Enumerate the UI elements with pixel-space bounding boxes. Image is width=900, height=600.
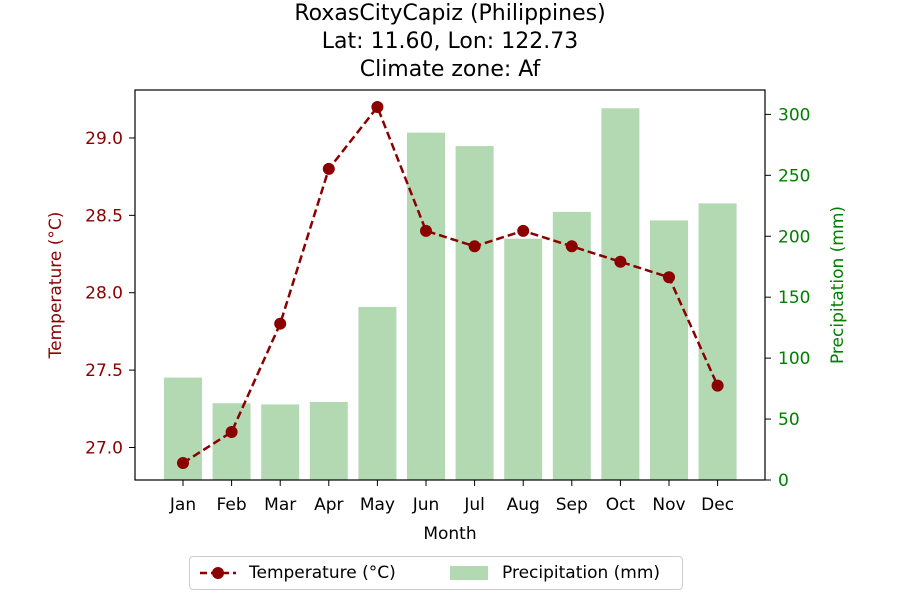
precipitation-bar-nov — [650, 220, 688, 480]
x-tick-label-oct: Oct — [606, 495, 636, 515]
y-right-tick-label-5: 250 — [778, 166, 810, 186]
precipitation-bar-sep — [552, 211, 591, 480]
y-axis-label-temperature: Temperature (°C) — [46, 212, 66, 360]
x-tick-label-may: May — [360, 495, 395, 515]
x-tick-label-jan: Jan — [169, 495, 196, 515]
temperature-point-oct — [614, 255, 627, 268]
legend-temperature-label: Temperature (°C) — [249, 563, 396, 583]
y-left-tick-label-4: 29.0 — [85, 129, 123, 149]
chart-title-line-1: RoxasCityCapiz (Philippines) — [294, 1, 606, 26]
precipitation-bar-may — [358, 306, 397, 480]
x-tick-label-feb: Feb — [217, 495, 247, 515]
legend-precipitation-label: Precipitation (mm) — [502, 563, 661, 583]
precipitation-bar-jun — [407, 132, 445, 480]
temperature-point-dec — [711, 379, 724, 392]
x-axis-label: Month — [423, 524, 476, 544]
x-tick-label-nov: Nov — [652, 495, 685, 515]
temperature-point-aug — [517, 224, 530, 237]
x-tick-label-sep: Sep — [556, 495, 588, 515]
x-tick-label-aug: Aug — [507, 495, 540, 515]
precipitation-bar-feb — [212, 403, 251, 480]
temperature-point-jun — [420, 224, 432, 237]
temperature-line — [182, 104, 719, 465]
y-left-tick-label-0: 27.0 — [85, 439, 123, 459]
temperature-point-jul — [468, 240, 481, 253]
x-tick-label-jul: Jul — [463, 495, 485, 515]
precipitation-bars — [164, 108, 737, 480]
y-left-tick-label-2: 28.0 — [85, 284, 123, 304]
temperature-point-feb — [225, 426, 238, 439]
temperature-point-apr — [322, 162, 335, 175]
y-left-tick-label-1: 27.5 — [85, 361, 123, 381]
y-right-tick-label-3: 150 — [778, 288, 810, 308]
legend-precipitation-swatch — [450, 566, 488, 580]
chart-title-line-3: Climate zone: Af — [359, 57, 541, 82]
precipitation-bar-mar — [261, 404, 300, 480]
temperature-point-jan — [177, 456, 189, 469]
y-left-tick-label-3: 28.5 — [85, 206, 123, 226]
y-right-tick-label-6: 300 — [778, 105, 810, 125]
x-tick-label-mar: Mar — [264, 495, 296, 515]
y-right-tick-label-0: 0 — [778, 471, 789, 491]
x-tick-label-apr: Apr — [314, 495, 343, 515]
temperature-point-nov — [663, 271, 675, 284]
plot-frame — [134, 89, 766, 481]
precipitation-bar-aug — [504, 238, 543, 480]
chart-title-line-2: Lat: 11.60, Lon: 122.73 — [321, 29, 579, 54]
precipitation-bar-dec — [698, 203, 737, 480]
y-right-tick-label-4: 200 — [778, 227, 810, 247]
y-right-tick-label-2: 100 — [778, 349, 810, 369]
temperature-line-group — [177, 101, 724, 469]
y-right-tick-label-1: 50 — [778, 410, 800, 430]
axes-group: Jan Feb Mar Apr May Jun Jul Aug Sep Oct Nov Dec 27.0… — [85, 89, 810, 515]
x-tick-label-dec: Dec — [701, 495, 734, 515]
x-tick-label-jun: Jun — [412, 495, 440, 515]
precipitation-bar-jul — [455, 146, 494, 480]
temperature-point-may — [371, 101, 384, 114]
temperature-point-mar — [274, 317, 287, 330]
y-axis-label-precipitation: Precipitation (mm) — [828, 206, 848, 364]
legend-temperature-swatch — [200, 567, 236, 579]
precipitation-bar-oct — [601, 108, 640, 480]
chart-legend: Temperature (°C) Precipitation (mm) — [189, 556, 683, 590]
temperature-point-sep — [565, 240, 578, 253]
precipitation-bar-apr — [309, 402, 348, 480]
